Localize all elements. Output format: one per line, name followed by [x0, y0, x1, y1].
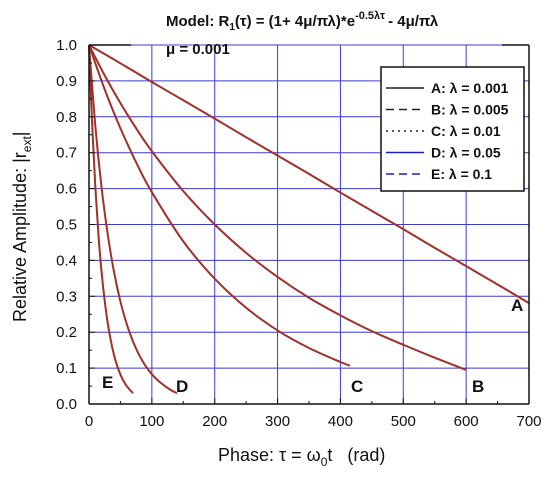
legend: A: λ = 0.001 B: λ = 0.005 C: λ = 0.01 D: λ …	[380, 66, 525, 192]
x-tick-label: 300	[265, 413, 290, 430]
axes-frame	[88, 44, 530, 405]
series-curve-D	[88, 44, 178, 395]
y-tick-label: 1.0	[56, 37, 77, 54]
x-tick-label: 100	[139, 413, 164, 430]
chart-title: Model: R1(τ) = (1+ 4μ/πλ)*e-0.5λτ - 4μ/πλ	[166, 10, 439, 33]
curve-label-D: D	[176, 377, 188, 396]
series-curve-E	[88, 44, 134, 394]
curve-label-C: C	[351, 377, 363, 396]
y-tick-label: 0.9	[56, 73, 77, 90]
series-curve-B	[88, 44, 467, 371]
curve-label-A: A	[511, 296, 523, 315]
y-tick-label: 0.3	[56, 288, 77, 305]
y-tick-label: 0.7	[56, 145, 77, 162]
legend-label-E: E: λ = 0.1	[431, 166, 492, 182]
x-tick-label: 600	[454, 413, 479, 430]
legend-label-C: C: λ = 0.01	[431, 123, 501, 139]
curve-labels: A B C D E	[102, 296, 523, 396]
y-tick-label: 0.8	[56, 109, 77, 126]
y-tick-label: 0.6	[56, 181, 77, 198]
series-curve-C	[88, 44, 351, 367]
series-curve-A	[88, 44, 530, 304]
series-curves	[88, 44, 530, 395]
y-tick-label: 0.5	[56, 217, 77, 234]
y-tick-label: 0.2	[56, 324, 77, 341]
tick-labels: 0 100 200 300 400 500 600 700 0.0 0.1 0.2 0.3 0.4 0.5…	[56, 37, 541, 430]
chart-subtitle: μ = 0.001	[166, 41, 230, 58]
x-tick-label: 200	[202, 413, 227, 430]
y-tick-label: 0.1	[56, 360, 77, 377]
legend-label-A: A: λ = 0.001	[431, 80, 509, 96]
y-axis-label: Relative Amplitude: |rext|	[10, 132, 34, 322]
x-tick-label: 400	[328, 413, 353, 430]
legend-label-B: B: λ = 0.005	[431, 102, 509, 118]
legend-label-D: D: λ = 0.05	[431, 145, 501, 161]
x-tick-label: 700	[516, 413, 541, 430]
x-tick-label: 0	[85, 413, 93, 430]
y-tick-label: 0.4	[56, 252, 77, 269]
y-tick-label: 0.0	[56, 396, 77, 413]
curve-label-E: E	[102, 373, 113, 392]
x-axis-label: Phase: τ = ω0t (rad)	[218, 445, 385, 469]
x-tick-label: 500	[391, 413, 416, 430]
curve-label-B: B	[472, 377, 484, 396]
